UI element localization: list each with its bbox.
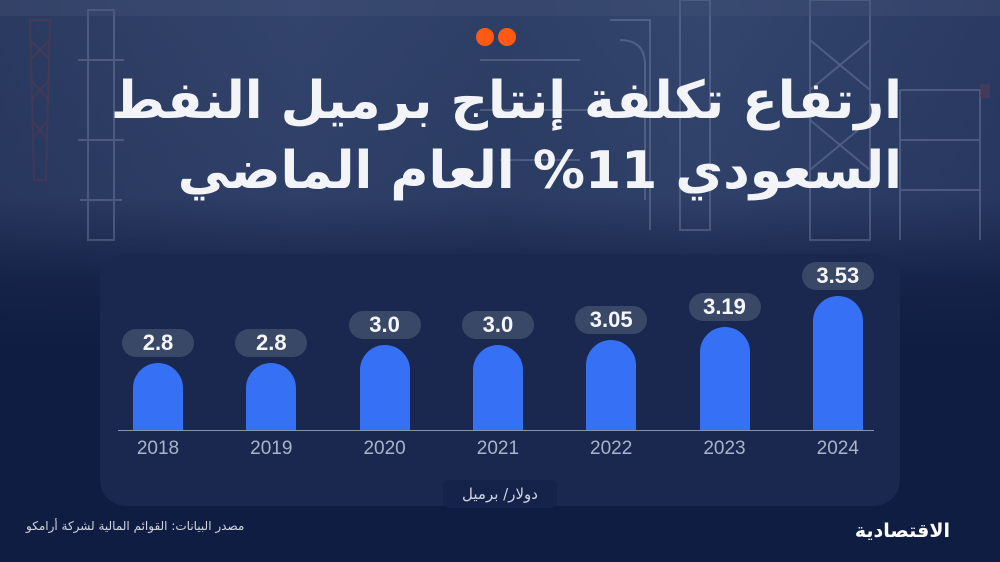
x-tick-label: 2019 bbox=[250, 438, 293, 459]
bar-2024 bbox=[812, 296, 863, 430]
x-tick-label: 2018 bbox=[136, 438, 180, 459]
bar-2019 bbox=[246, 363, 297, 430]
x-tick-label: 2020 bbox=[363, 438, 406, 459]
x-tick-label: 2021 bbox=[476, 438, 520, 459]
x-axis-line bbox=[118, 430, 874, 431]
x-tick-label: 2024 bbox=[816, 438, 859, 459]
value-label: 3.05 bbox=[575, 306, 648, 335]
dot-icon bbox=[476, 28, 494, 46]
bar-2018 bbox=[133, 363, 183, 430]
value-label: 3.0 bbox=[461, 310, 534, 339]
bar-2023 bbox=[699, 327, 750, 430]
decorative-dots bbox=[476, 28, 516, 46]
refinery-silhouette-right bbox=[809, 0, 990, 241]
value-label: 3.0 bbox=[348, 310, 421, 339]
value-label: 3.53 bbox=[801, 262, 874, 290]
page-title: ارتفاع تكلفة إنتاج برميل النفط السعودي 1… bbox=[82, 66, 902, 206]
value-label: 3.19 bbox=[688, 293, 761, 322]
bar-2021 bbox=[472, 344, 523, 430]
source-note: مصدر البيانات: القوائم المالية لشركة أرا… bbox=[26, 519, 245, 533]
x-tick-label: 2023 bbox=[703, 438, 746, 459]
x-tick-label: 2022 bbox=[590, 438, 633, 459]
value-label: 2.8 bbox=[122, 329, 194, 357]
value-label: 2.8 bbox=[235, 329, 308, 357]
title-line-1: ارتفاع تكلفة إنتاج برميل النفط bbox=[110, 71, 902, 131]
unit-label: دولار/ برميل bbox=[443, 480, 557, 508]
dot-icon bbox=[498, 28, 516, 46]
refinery-silhouette-left bbox=[28, 9, 124, 241]
bar-2022 bbox=[586, 340, 637, 430]
refinery-silhouette-center bbox=[480, 0, 711, 231]
top-band bbox=[0, 0, 1000, 16]
brand-logo: الاقتصادية bbox=[854, 520, 950, 542]
title-line-2: السعودي 11% العام الماضي bbox=[177, 141, 902, 201]
bar-2020 bbox=[359, 344, 410, 430]
